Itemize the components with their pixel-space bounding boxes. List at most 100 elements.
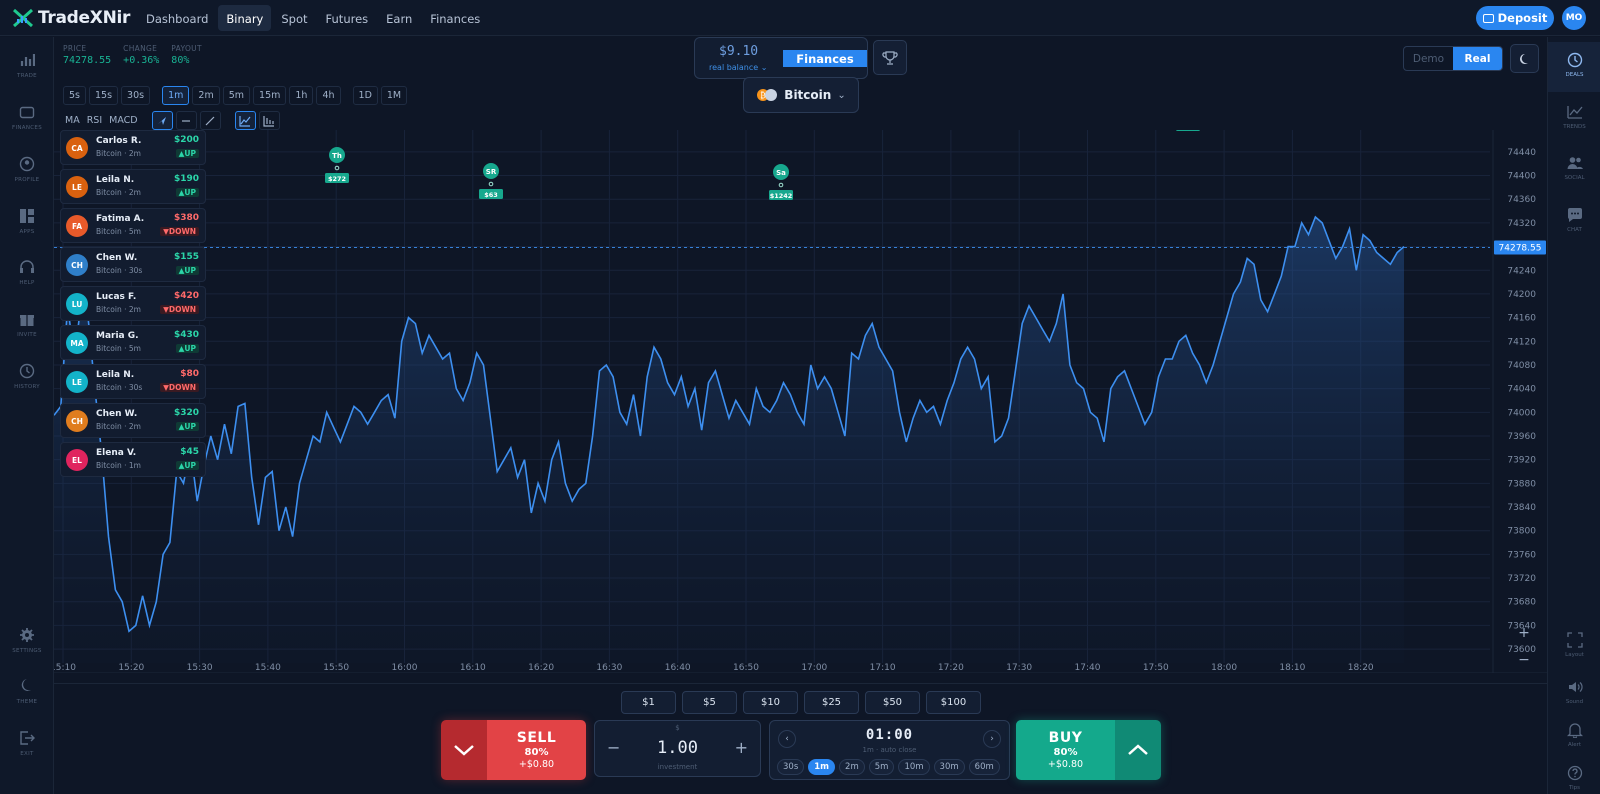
trophy-button[interactable] [873, 40, 907, 75]
sidebar-item-finances[interactable]: FINANCES [0, 104, 54, 131]
mode-real[interactable]: Real [1453, 47, 1502, 70]
increase-button[interactable]: + [734, 738, 748, 757]
investment-input[interactable]: $ − 1.00 + investment [594, 720, 761, 777]
rsidebar-item-chat[interactable]: CHAT [1548, 197, 1600, 247]
trade-item[interactable]: MA Maria G. Bitcoin · 5m $430 ▲UP [60, 325, 206, 360]
nav-item-spot[interactable]: Spot [281, 12, 308, 26]
timeframe-2m[interactable]: 2m [192, 86, 220, 105]
nav-item-futures[interactable]: Futures [325, 12, 369, 26]
horizontal-line-tool[interactable] [175, 111, 197, 130]
cursor-tool[interactable] [151, 111, 173, 130]
duration-30s[interactable]: 30s [777, 759, 805, 775]
chevron-left-icon[interactable]: ‹ [778, 730, 796, 748]
sidebar-item-settings[interactable]: SETTINGS [0, 627, 54, 654]
chart-trade-marker[interactable]: Th $272 [325, 147, 349, 183]
trade-item[interactable]: FA Fatima A. Bitcoin · 5m $380 ▼DOWN [60, 208, 206, 243]
sidebar-item-trade[interactable]: TRADE [0, 52, 54, 79]
finances-button[interactable]: Finances [783, 50, 867, 67]
timeframe-5s[interactable]: 5s [63, 86, 86, 105]
chevron-right-icon[interactable]: › [983, 730, 1001, 748]
y-tick-label: 74160 [1507, 314, 1536, 324]
nav-item-binary[interactable]: Binary [218, 5, 272, 31]
trade-item[interactable]: CH Chen W. Bitcoin · 2m $320 ▲UP [60, 403, 206, 438]
quick-amount-button[interactable]: $10 [743, 691, 798, 714]
investment-value[interactable]: 1.00 [657, 738, 698, 758]
rsidebar-item-tips[interactable]: Tips [1548, 755, 1600, 794]
sidebar-item-invite[interactable]: INVITE [0, 311, 54, 338]
trend-line-tool[interactable] [199, 111, 221, 130]
quick-amount-button[interactable]: $100 [926, 691, 981, 714]
trade-item[interactable]: LE Leila N. Bitcoin · 30s $80 ▼DOWN [60, 364, 206, 399]
timeframe-15m[interactable]: 15m [253, 86, 287, 105]
timeframe-30s[interactable]: 30s [121, 86, 151, 105]
buy-button[interactable]: BUY 80% +$0.80 [1016, 720, 1161, 780]
cursor-icon [158, 116, 167, 125]
account-mode-toggle[interactable]: Demo Real [1403, 46, 1503, 71]
duration-1m[interactable]: 1m [808, 759, 836, 775]
deposit-button[interactable]: Deposit [1476, 6, 1554, 30]
x-tick-label: 17:50 [1143, 663, 1169, 673]
quick-amount-button[interactable]: $25 [804, 691, 859, 714]
avatar: CH [66, 254, 88, 276]
trade-item[interactable]: EL Elena V. Bitcoin · 1m $45 ▲UP [60, 442, 206, 477]
trade-item[interactable]: CA Carlos R. Bitcoin · 2m $200 ▲UP [60, 130, 206, 165]
avatar: CH [66, 410, 88, 432]
quick-amount-button[interactable]: $5 [682, 691, 737, 714]
timeframe-4h[interactable]: 4h [316, 86, 341, 105]
sidebar-item-history[interactable]: HISTORY [0, 363, 54, 390]
chart-trade-marker[interactable]: KL$592 [1176, 130, 1200, 131]
user-avatar[interactable]: MO [1562, 6, 1586, 30]
indicator-ma[interactable]: MA [65, 115, 80, 126]
duration-30m[interactable]: 30m [933, 759, 965, 775]
nav-item-dashboard[interactable]: Dashboard [146, 12, 209, 26]
decrease-button[interactable]: − [607, 738, 621, 757]
x-tick-label: 17:30 [1006, 663, 1032, 673]
sidebar-item-theme[interactable]: THEME [0, 678, 54, 705]
asset-selector[interactable]: ₿ Bitcoin ⌄ [743, 77, 859, 113]
trade-item[interactable]: CH Chen W. Bitcoin · 30s $155 ▲UP [60, 247, 206, 282]
rsidebar-item-sound[interactable]: Sound [1548, 669, 1600, 709]
logo[interactable]: TradeXNir [12, 7, 130, 29]
sidebar-item-profile[interactable]: PROFILE [0, 156, 54, 183]
indicator-rsi[interactable]: RSI [86, 115, 103, 126]
quick-amount-button[interactable]: $1 [621, 691, 676, 714]
zoom-in-button[interactable]: + [1518, 625, 1530, 641]
duration-10m[interactable]: 10m [898, 759, 930, 775]
sell-button[interactable]: SELL 80% +$0.80 [441, 720, 586, 780]
rsidebar-item-deals[interactable]: DEALS [1548, 42, 1600, 92]
candle-chart-icon [263, 115, 275, 127]
timeframe-1m[interactable]: 1m [162, 86, 190, 105]
trade-item[interactable]: LE Leila N. Bitcoin · 2m $190 ▲UP [60, 169, 206, 204]
candle-chart-type[interactable] [258, 111, 280, 130]
theme-toggle-button[interactable] [1510, 44, 1539, 73]
duration-5m[interactable]: 5m [868, 759, 895, 775]
rsidebar-item-layout[interactable]: Layout [1548, 622, 1600, 662]
timeframe-1M[interactable]: 1M [380, 86, 408, 105]
price-chart[interactable]: 15:10 15:20 15:30 15:40 15:50 16:00 16:10 16:20… [54, 130, 1547, 673]
rsidebar-item-alert[interactable]: Alert [1548, 712, 1600, 752]
rsidebar-item-trends[interactable]: TRENDS [1548, 94, 1600, 144]
rsidebar-item-label: SOCIAL [1564, 175, 1585, 181]
duration-60m[interactable]: 60m [968, 759, 1000, 775]
timeframe-15s[interactable]: 15s [89, 86, 119, 105]
sidebar-item-exit[interactable]: EXIT [0, 730, 54, 757]
chart-trade-marker[interactable]: SR $63 [479, 163, 503, 199]
balance-label[interactable]: real balance ⌄ [709, 63, 768, 72]
mode-demo[interactable]: Demo [1412, 52, 1445, 65]
nav-item-earn[interactable]: Earn [386, 12, 413, 26]
timeframe-1h[interactable]: 1h [289, 86, 314, 105]
sidebar-item-help[interactable]: HELP [0, 259, 54, 286]
indicator-macd[interactable]: MACD [109, 115, 138, 126]
sidebar-item-apps[interactable]: APPS [0, 208, 54, 235]
rsidebar-item-social[interactable]: SOCIAL [1548, 145, 1600, 195]
line-chart-type[interactable] [234, 111, 256, 130]
duration-2m[interactable]: 2m [839, 759, 865, 775]
chart-trade-marker[interactable]: Sa $1242 [769, 164, 793, 200]
quick-amount-button[interactable]: $50 [865, 691, 920, 714]
timeframe-1D[interactable]: 1D [352, 86, 378, 105]
zoom-out-button[interactable]: − [1518, 652, 1530, 668]
nav-item-finances[interactable]: Finances [430, 12, 481, 26]
timeframe-5m[interactable]: 5m [222, 86, 251, 105]
trade-item[interactable]: LU Lucas F. Bitcoin · 2m $420 ▼DOWN [60, 286, 206, 321]
balance-box[interactable]: $9.10 real balance ⌄ Finances [694, 37, 868, 79]
